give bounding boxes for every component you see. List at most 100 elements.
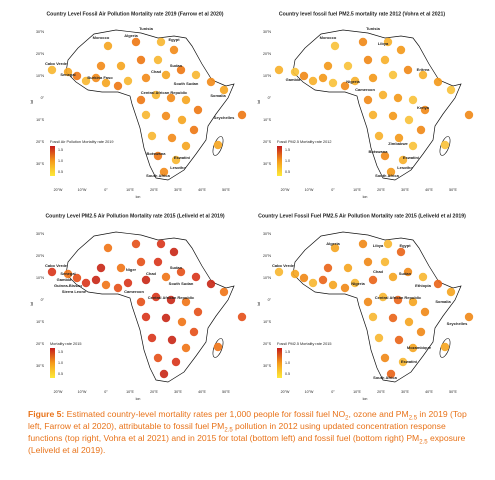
lon-tick-label: 10°E	[353, 390, 361, 394]
country-dot	[340, 283, 350, 293]
country-label: Senegal	[60, 72, 75, 77]
country-dot	[380, 257, 390, 267]
lat-tick-label: 0°	[41, 96, 45, 100]
country-dot	[169, 45, 179, 55]
country-dot	[368, 110, 378, 120]
legend-title: Mortality rate 2015	[50, 342, 81, 346]
country-dot	[433, 279, 443, 289]
lon-tick-label: 30°E	[174, 390, 182, 394]
country-dot	[396, 247, 406, 257]
lon-tick-label: 0°	[104, 390, 108, 394]
country-dot	[328, 280, 338, 290]
country-dot	[404, 317, 414, 327]
country-dot	[147, 131, 157, 141]
lon-tick-label: 30°E	[401, 188, 409, 192]
country-dot	[72, 71, 82, 81]
country-label: Algeria	[326, 241, 340, 246]
country-dot	[418, 70, 428, 80]
lat-axis-label: lat	[30, 100, 34, 104]
country-dot	[81, 278, 91, 288]
country-dot	[141, 73, 151, 83]
country-dot	[394, 133, 404, 143]
lat-tick-label: 30°S	[263, 162, 271, 166]
country-dot	[131, 37, 141, 47]
country-dot	[177, 115, 187, 125]
lat-axis-label: lat	[257, 100, 261, 104]
country-dot	[156, 239, 166, 249]
country-dot	[388, 313, 398, 323]
country-dot	[433, 77, 443, 87]
africa-outline	[65, 231, 235, 383]
legend-title: Fossil PM2.5 Mortality rate 2012	[277, 140, 331, 144]
country-dot	[318, 275, 328, 285]
country-dot	[167, 133, 177, 143]
country-dot	[343, 263, 353, 273]
country-label: Somalia	[210, 93, 226, 98]
country-dot	[350, 278, 360, 288]
country-dot	[420, 307, 430, 317]
country-label: Ethiopia	[415, 283, 432, 288]
lat-tick-label: 20°N	[36, 52, 44, 56]
country-dot	[159, 167, 169, 177]
country-label: Chad	[151, 69, 162, 74]
country-dot	[103, 243, 113, 253]
country-dot	[181, 343, 191, 353]
country-dot	[363, 297, 373, 307]
country-dot	[290, 67, 300, 77]
country-dot	[219, 287, 229, 297]
lat-tick-label: 10°N	[36, 276, 44, 280]
legend-tick-label: 1.5	[58, 350, 63, 354]
caption-subscript: 2.5	[224, 427, 233, 434]
country-dot	[403, 65, 413, 75]
map-panel: Country Level Fossil Air Pollution Morta…	[30, 11, 247, 199]
map-panel: Country level fossil fuel PM2.5 mortalit…	[257, 11, 474, 199]
country-dot	[136, 257, 146, 267]
country-dot	[113, 81, 123, 91]
country-dot	[380, 151, 390, 161]
lon-tick-label: 20°E	[150, 390, 158, 394]
country-dot	[274, 267, 284, 277]
country-dot	[416, 125, 426, 135]
country-dot	[72, 273, 82, 283]
lon-tick-label: 10°W	[78, 188, 87, 192]
legend-title: Fossil PM2.5 Mortality rate 2015	[277, 342, 331, 346]
lat-tick-label: 30°S	[36, 364, 44, 368]
caption-label: Figure 5:	[28, 409, 65, 419]
country-dot	[47, 267, 57, 277]
country-label: Eswatini	[401, 359, 417, 364]
country-label: Chad	[373, 269, 384, 274]
lon-tick-label: 10°E	[353, 188, 361, 192]
country-dot	[368, 73, 378, 83]
country-dot	[63, 67, 73, 77]
lon-tick-label: 50°E	[222, 188, 230, 192]
legend: Fossil PM2.5 Mortality rate 2015 1.5 1.0 0.…	[277, 342, 331, 378]
country-dot	[416, 327, 426, 337]
country-dot	[340, 81, 350, 91]
country-dot	[181, 297, 191, 307]
country-dot	[464, 110, 474, 120]
lat-tick-label: 20°S	[263, 140, 271, 144]
lat-tick-label: 0°	[268, 298, 272, 302]
legend-gradient	[277, 348, 282, 378]
country-dot	[403, 267, 413, 277]
country-dot	[206, 77, 216, 87]
map-panel: Country Level PM2.5 Air Pollution Mortal…	[30, 213, 247, 401]
country-label: Senegal	[60, 271, 75, 276]
country-label: Cabo Verde	[45, 61, 68, 66]
country-dot	[181, 141, 191, 151]
lat-tick-label: 30°S	[263, 364, 271, 368]
country-label: Seychelles	[214, 115, 235, 120]
africa-outline	[65, 29, 235, 181]
country-dot	[386, 167, 396, 177]
country-dot	[177, 317, 187, 327]
country-dot	[408, 297, 418, 307]
country-dot	[219, 85, 229, 95]
country-dot	[176, 267, 186, 277]
country-dot	[393, 93, 403, 103]
lon-tick-label: 20°W	[281, 188, 290, 192]
country-dot	[96, 61, 106, 71]
country-dot	[378, 292, 388, 302]
country-dot	[464, 312, 474, 322]
country-dot	[380, 353, 390, 363]
legend: Mortality rate 2015 1.5 1.0 0.5	[50, 342, 81, 378]
